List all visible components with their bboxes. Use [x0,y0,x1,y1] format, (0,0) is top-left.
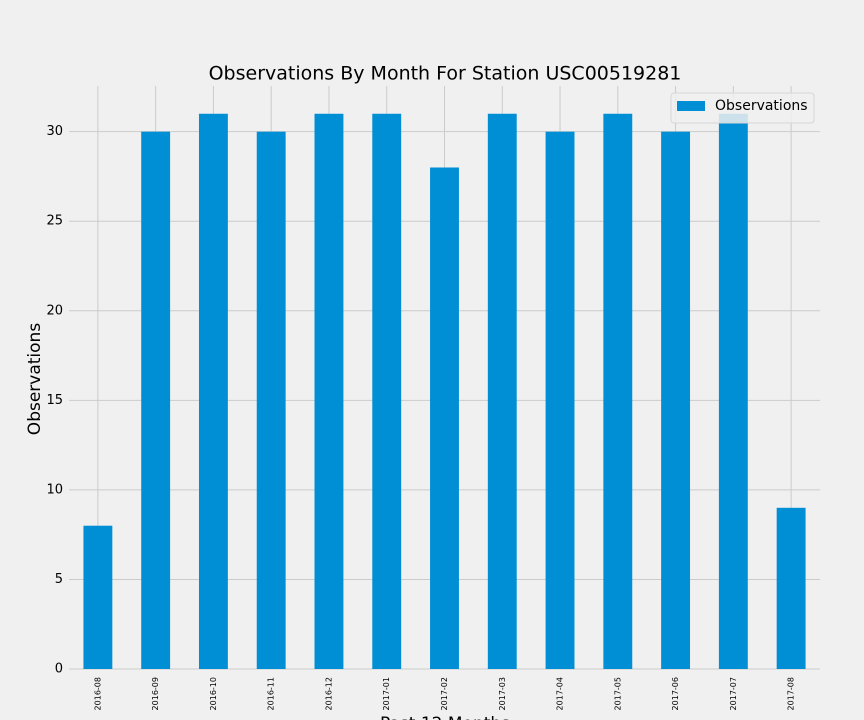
bar [83,525,113,669]
bar [487,113,517,669]
x-tick-label: 2017-02 [440,677,449,710]
legend-label: Observations [715,98,808,114]
x-tick-label: 2016-11 [267,677,276,710]
x-tick-label: 2017-04 [556,677,565,710]
y-tick-label: 0 [55,662,63,677]
legend-box [670,92,815,124]
x-tick-label: 2016-08 [93,677,102,710]
bar [198,113,228,669]
bar [314,113,344,669]
bar [603,113,633,669]
bar [776,507,806,669]
bar [661,131,691,670]
y-tick-label: 5 [55,572,63,587]
x-tick-label: 2016-10 [209,677,218,710]
y-tick-label: 20 [46,303,63,318]
x-tick-label: 2017-05 [613,677,622,710]
chart-title: Observations By Month For Station USC005… [209,63,682,85]
y-tick-label: 15 [46,393,63,408]
bar [256,131,286,670]
y-tick-label: 30 [46,124,63,139]
x-tick-label: 2016-09 [151,677,160,710]
x-tick-label: 2017-08 [787,677,796,710]
x-tick-label: 2017-03 [498,677,507,710]
x-tick-label: 2017-06 [671,677,680,710]
y-tick-label: 10 [46,482,63,497]
x-tick-label: 2017-01 [382,677,391,710]
x-tick-label: 2017-07 [729,677,738,710]
y-tick-label: 25 [46,214,63,229]
bar [141,131,171,670]
bar [372,113,402,669]
y-axis-label: Observations [25,323,45,436]
bar [718,113,748,669]
legend-swatch [677,101,705,111]
x-axis-label: Past 12 Months [380,714,510,720]
plot-area: 0 5 10 15 20 25 30 2016-08 2016-09 2016-10 2016-11… [46,86,820,710]
bar [430,167,459,669]
legend: Observations [670,92,815,124]
bar [545,131,575,670]
x-tick-label: 2016-12 [324,677,333,710]
